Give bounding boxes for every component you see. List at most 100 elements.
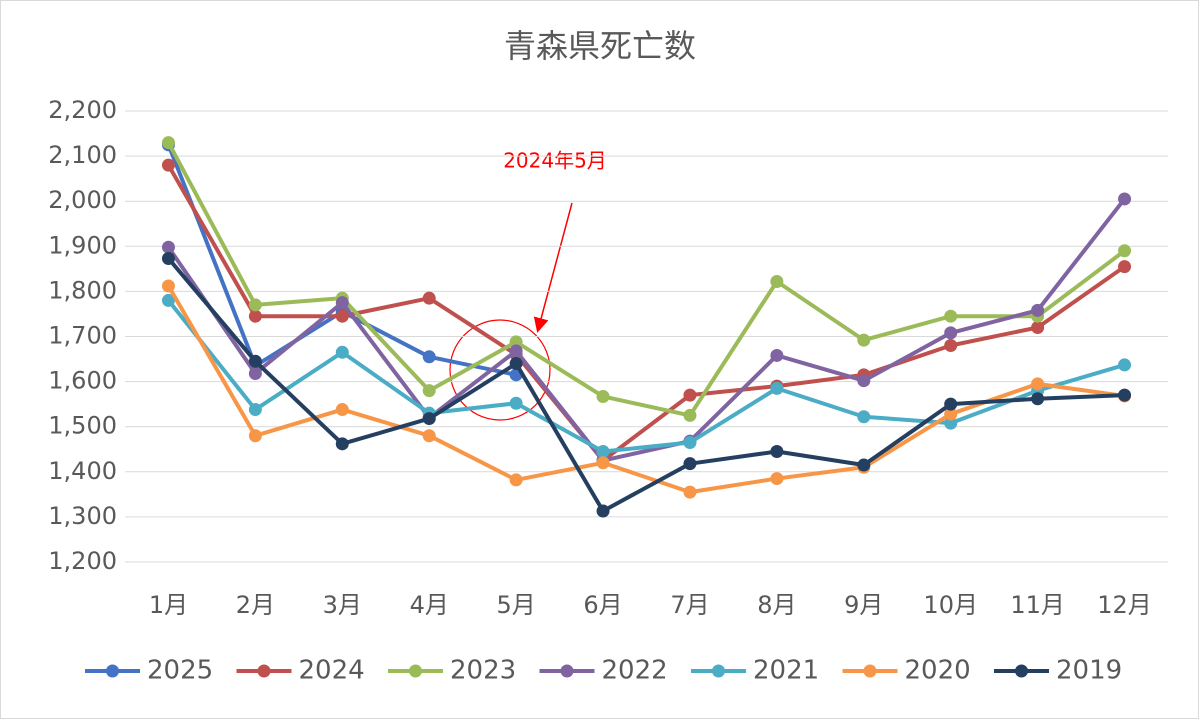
y-tick-label: 1,500: [48, 412, 117, 440]
data-point: [857, 374, 871, 388]
data-point: [596, 504, 610, 518]
legend-label: 2022: [602, 656, 668, 686]
data-point: [509, 344, 523, 358]
data-point: [161, 158, 175, 172]
data-point: [596, 389, 610, 403]
data-point: [683, 388, 697, 402]
annotation-arrow: [533, 202, 573, 333]
y-tick-label: 2,000: [48, 186, 117, 214]
data-point: [248, 354, 262, 368]
data-point: [944, 326, 958, 340]
data-point: [944, 416, 958, 430]
data-point: [248, 309, 262, 323]
x-tick-label: 1月: [149, 591, 188, 619]
data-point: [422, 429, 436, 443]
data-point: [509, 473, 523, 487]
y-tick-label: 1,800: [48, 276, 117, 304]
data-point: [335, 437, 349, 451]
data-point: [944, 397, 958, 411]
data-point: [509, 357, 523, 371]
x-tick-label: 9月: [844, 591, 883, 619]
data-point: [422, 412, 436, 426]
annotation-circle: [449, 319, 551, 421]
legend-marker: [863, 664, 877, 678]
data-point: [1031, 392, 1045, 406]
data-point: [1031, 303, 1045, 317]
x-tick-label: 5月: [496, 591, 535, 619]
legend-marker: [1015, 664, 1028, 678]
data-point: [248, 366, 262, 380]
data-point: [1031, 320, 1045, 334]
data-point: [422, 384, 436, 398]
data-point: [335, 309, 349, 323]
legend-label: 2020: [905, 656, 971, 686]
data-point: [248, 403, 262, 417]
data-point: [509, 335, 523, 349]
x-tick-label: 12月: [1097, 591, 1152, 619]
legend-marker: [409, 664, 422, 678]
legend-label: 2025: [147, 656, 213, 686]
data-point: [161, 136, 175, 150]
data-point: [422, 350, 436, 364]
legend-marker: [712, 664, 725, 678]
legend-marker: [560, 664, 574, 678]
series-line: [166, 257, 1125, 514]
data-point: [683, 435, 697, 449]
data-point: [248, 429, 262, 443]
x-tick-label: 3月: [323, 591, 362, 619]
series-line: [166, 141, 1126, 418]
y-tick-label: 1,400: [48, 457, 117, 485]
y-tick-label: 2,200: [48, 96, 117, 124]
data-point: [1118, 260, 1132, 274]
x-tick-label: 2月: [236, 591, 275, 619]
data-point: [944, 339, 958, 353]
data-point: [1118, 388, 1132, 402]
data-point: [857, 458, 871, 472]
annotation: 2024年5月: [503, 149, 607, 173]
data-point: [161, 293, 175, 307]
data-point: [683, 457, 697, 471]
series-line: [166, 284, 1125, 495]
data-point: [770, 348, 784, 362]
data-point: [770, 472, 784, 486]
x-tick-label: 10月: [923, 591, 978, 619]
x-tick-label: 11月: [1010, 591, 1065, 619]
x-tick-label: 6月: [583, 591, 622, 619]
y-tick-label: 1,300: [48, 502, 117, 530]
legend-label: 2019: [1056, 656, 1122, 686]
legend-label: 2021: [753, 656, 819, 686]
data-point: [770, 274, 784, 288]
chart-title: 青森県死亡数: [504, 27, 696, 65]
legend-marker: [257, 664, 271, 678]
data-point: [509, 396, 523, 410]
data-point: [422, 291, 436, 305]
data-point: [161, 279, 175, 293]
data-point: [770, 381, 784, 395]
x-tick-label: 7月: [670, 591, 709, 619]
legend-label: 2024: [299, 656, 365, 686]
y-tick-label: 2,100: [48, 141, 117, 169]
data-point: [248, 298, 262, 312]
x-tick-label: 4月: [410, 591, 449, 619]
y-tick-label: 1,900: [48, 231, 117, 259]
series-line: [166, 299, 1126, 454]
data-point: [944, 309, 958, 323]
y-tick-label: 1,600: [48, 367, 117, 395]
data-point: [1118, 192, 1132, 206]
data-point: [161, 240, 175, 254]
series-line: [166, 197, 1127, 463]
data-point: [335, 403, 349, 417]
x-tick-label: 8月: [757, 591, 796, 619]
data-point: [596, 445, 610, 459]
data-point: [857, 333, 871, 347]
y-tick-label: 1,700: [48, 322, 117, 350]
data-point: [944, 407, 958, 421]
data-point: [335, 296, 349, 310]
data-point: [1118, 244, 1132, 258]
data-point: [596, 456, 610, 470]
data-point: [335, 345, 349, 359]
data-point: [683, 408, 697, 422]
y-tick-label: 1,200: [48, 547, 117, 575]
